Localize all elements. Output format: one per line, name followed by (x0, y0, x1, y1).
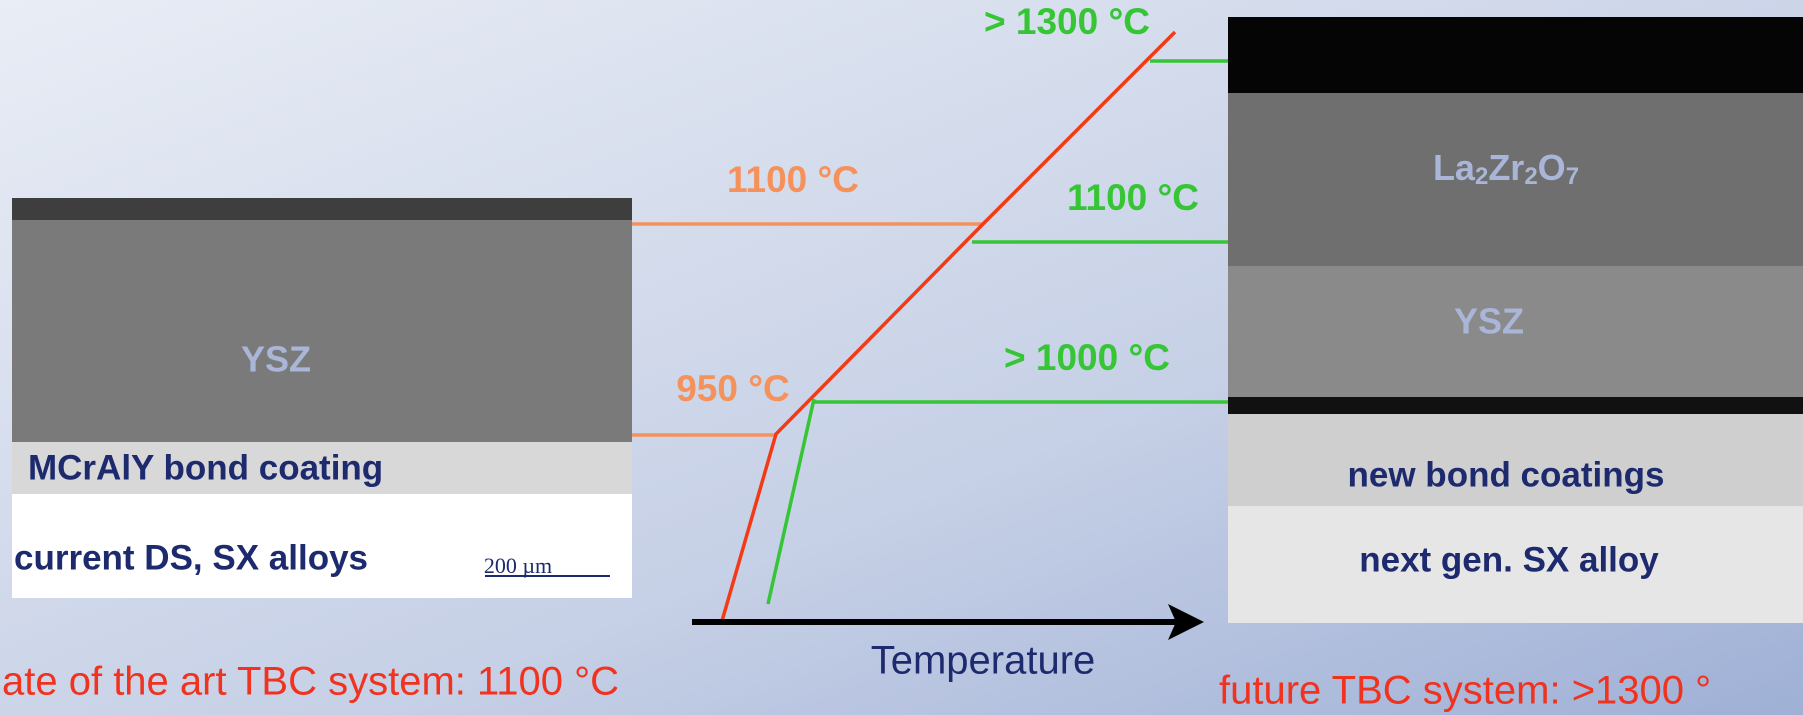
formula-part: 7 (1566, 163, 1579, 190)
formula-part: 2 (1524, 163, 1537, 190)
layer-label: next gen. SX alloy (1359, 540, 1659, 579)
formula-part: Zr (1488, 147, 1524, 188)
formula-part: 2 (1475, 163, 1488, 190)
scale-bar-label: 200 µm (484, 553, 552, 578)
layer-label: MCrAlY bond coating (28, 448, 383, 487)
temp-label: 1100 °C (1067, 177, 1199, 218)
slide: YSZ MCrAlY bond coating current DS, SX a… (0, 0, 1803, 715)
caption: ate of the art TBC system: 1100 °C (2, 660, 619, 704)
temp-label: 1100 °C (727, 159, 859, 200)
layer-label: current DS, SX alloys (14, 538, 368, 577)
layer-label: La2Zr2O7 (1433, 147, 1579, 191)
layer-label: new bond coatings (1348, 455, 1665, 494)
caption: future TBC system: >1300 ° (1219, 669, 1711, 713)
layer-label: YSZ (1454, 301, 1524, 342)
left-micrograph: YSZ MCrAlY bond coating current DS, SX a… (12, 198, 632, 598)
top-band (1228, 17, 1803, 93)
formula-part: O (1538, 147, 1566, 188)
right-micrograph: La2Zr2O7 YSZ new bond coatings next gen.… (1228, 17, 1803, 623)
temp-label: > 1300 °C (984, 1, 1150, 42)
temp-label: 950 °C (676, 368, 790, 409)
page: {"diagram": { "left_image": {"layers": {… (0, 0, 1803, 715)
tgo-line (1228, 397, 1803, 414)
ysz-layer (12, 216, 632, 442)
top-band (12, 198, 632, 220)
layer-label: YSZ (241, 339, 311, 380)
axis-label: Temperature (871, 639, 1096, 683)
temp-label: > 1000 °C (1004, 337, 1170, 378)
formula-part: La (1433, 147, 1476, 188)
